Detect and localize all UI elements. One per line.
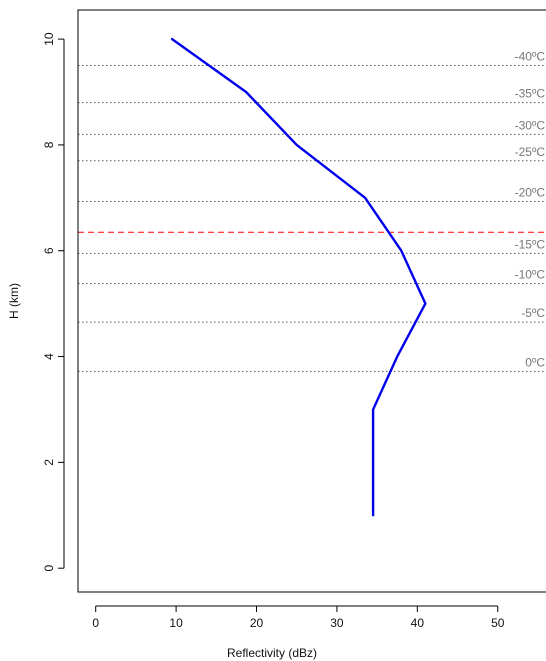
y-tick-label: 0 bbox=[42, 565, 56, 572]
isotherm-label: -35ºC bbox=[515, 87, 546, 101]
x-tick-label: 0 bbox=[92, 616, 99, 630]
isotherm-label: -15ºC bbox=[515, 237, 546, 251]
x-tick-label: 30 bbox=[330, 616, 344, 630]
y-tick-label: 10 bbox=[42, 32, 56, 46]
x-tick-label: 40 bbox=[411, 616, 425, 630]
y-tick-label: 2 bbox=[42, 459, 56, 466]
isotherm-label: -40ºC bbox=[515, 50, 546, 64]
plot-frame bbox=[77, 9, 546, 593]
isotherm-label: -10ºC bbox=[515, 268, 546, 282]
isotherm-label: -5ºC bbox=[521, 306, 545, 320]
isotherm-label: -20ºC bbox=[515, 186, 546, 200]
y-tick-label: 8 bbox=[42, 141, 56, 148]
x-tick-label: 10 bbox=[169, 616, 183, 630]
y-axis-title: H (km) bbox=[7, 283, 21, 319]
axes-layer: 0 10 20 30 40 50 0 2 4 6 8 10 bbox=[42, 9, 546, 630]
reflectivity-profile-line bbox=[170, 37, 427, 517]
x-tick-label: 50 bbox=[491, 616, 505, 630]
x-tick-label: 20 bbox=[250, 616, 264, 630]
isotherm-label: -25ºC bbox=[515, 145, 546, 159]
y-tick-label: 4 bbox=[42, 353, 56, 360]
series-layer bbox=[170, 37, 427, 517]
x-axis-title: Reflectivity (dBz) bbox=[227, 646, 317, 660]
isotherm-label: -30ºC bbox=[515, 118, 546, 132]
y-tick-label: 6 bbox=[42, 247, 56, 254]
isotherm-label: 0ºC bbox=[525, 355, 545, 369]
isotherm-layer: -40ºC -35ºC -30ºC -25ºC -20ºC -15ºC -10ºC -5ºC 0… bbox=[78, 50, 546, 372]
